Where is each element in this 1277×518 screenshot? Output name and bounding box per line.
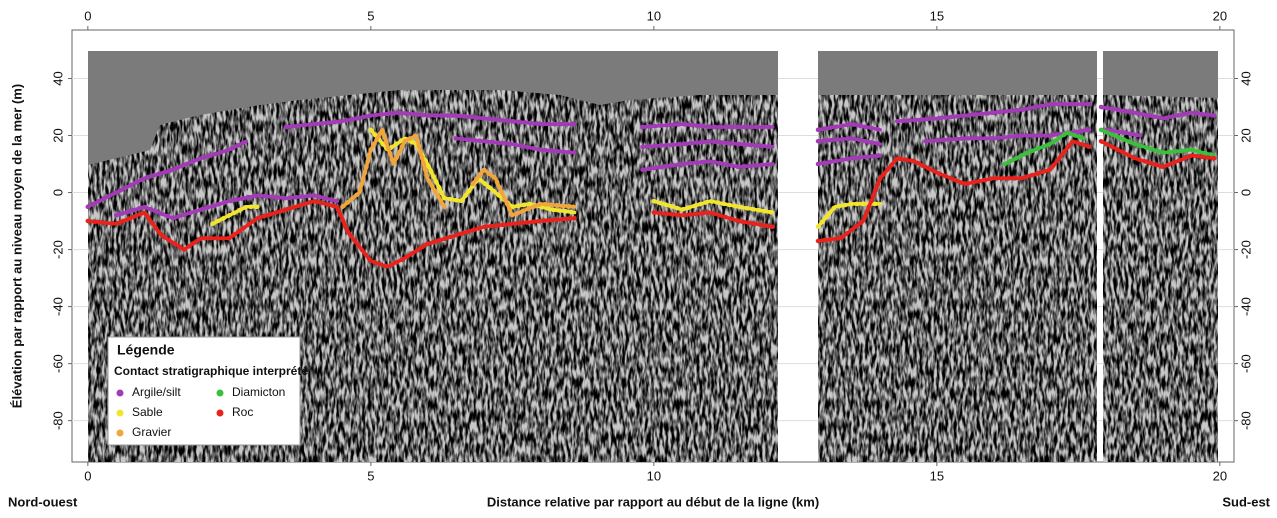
- legend: Légende Contact stratigraphique interpré…: [107, 336, 308, 446]
- x-tick-label: 0: [84, 8, 91, 23]
- y-tick-label: 40: [50, 71, 65, 85]
- y-tick-label: -60: [50, 354, 65, 373]
- y-tick-label: -40: [1238, 297, 1253, 316]
- x-start-label: Nord-ouest: [8, 494, 78, 509]
- y-tick-label: 0: [1238, 189, 1253, 196]
- y-tick-label: 20: [1238, 128, 1253, 142]
- y-tick-label: 40: [1238, 71, 1253, 85]
- legend-swatch: [116, 429, 124, 437]
- y-tick-label: -80: [1238, 411, 1253, 430]
- x-tick-label: 5: [367, 8, 374, 23]
- horizon-line-core: [340, 128, 577, 218]
- horizon-line-core: [210, 128, 882, 229]
- x-end-label: Sud-est: [1222, 494, 1270, 509]
- legend-swatch: [216, 389, 224, 397]
- x-tick-label: 0: [84, 468, 91, 483]
- x-tick-label: 5: [367, 468, 374, 483]
- seismic-section: [88, 51, 1218, 462]
- legend-label: Diamicton: [232, 385, 285, 399]
- horizons: [85, 101, 1217, 269]
- y-axis-label: Élévation par rapport au niveau moyen de…: [9, 84, 24, 408]
- x-tick-label: 15: [930, 468, 944, 483]
- x-tick-label: 20: [1213, 468, 1227, 483]
- x-tick-label: 10: [647, 8, 661, 23]
- legend-label: Gravier: [132, 425, 171, 439]
- y-tick-label: -60: [1238, 354, 1253, 373]
- x-tick-label: 15: [930, 8, 944, 23]
- y-tick-label: 20: [50, 128, 65, 142]
- y-tick-label: -40: [50, 297, 65, 316]
- x-tick-label: 10: [647, 468, 661, 483]
- y-tick-label: -20: [50, 240, 65, 259]
- legend-label: Sable: [132, 405, 163, 419]
- legend-box: [107, 336, 301, 446]
- legend-label: Roc: [232, 405, 253, 419]
- legend-subtitle: Contact stratigraphique interprété: [114, 364, 308, 378]
- x-tick-label: 20: [1213, 8, 1227, 23]
- horizon-line-core: [1003, 128, 1216, 166]
- legend-swatch: [216, 409, 224, 417]
- x-axis-label: Distance relative par rapport au début d…: [487, 494, 819, 509]
- y-tick-label: -20: [1238, 240, 1253, 259]
- legend-title: Légende: [117, 342, 175, 358]
- y-tick-label: -80: [50, 411, 65, 430]
- legend-swatch: [116, 389, 124, 397]
- legend-label: Argile/silt: [132, 385, 181, 399]
- legend-items: Argile/silt Sable Gravier Diamicton Roc: [116, 385, 285, 439]
- y-tick-label: 0: [50, 189, 65, 196]
- horizon-line-core: [86, 102, 1216, 220]
- legend-swatch: [116, 409, 124, 417]
- horizon-line-core: [86, 139, 1216, 269]
